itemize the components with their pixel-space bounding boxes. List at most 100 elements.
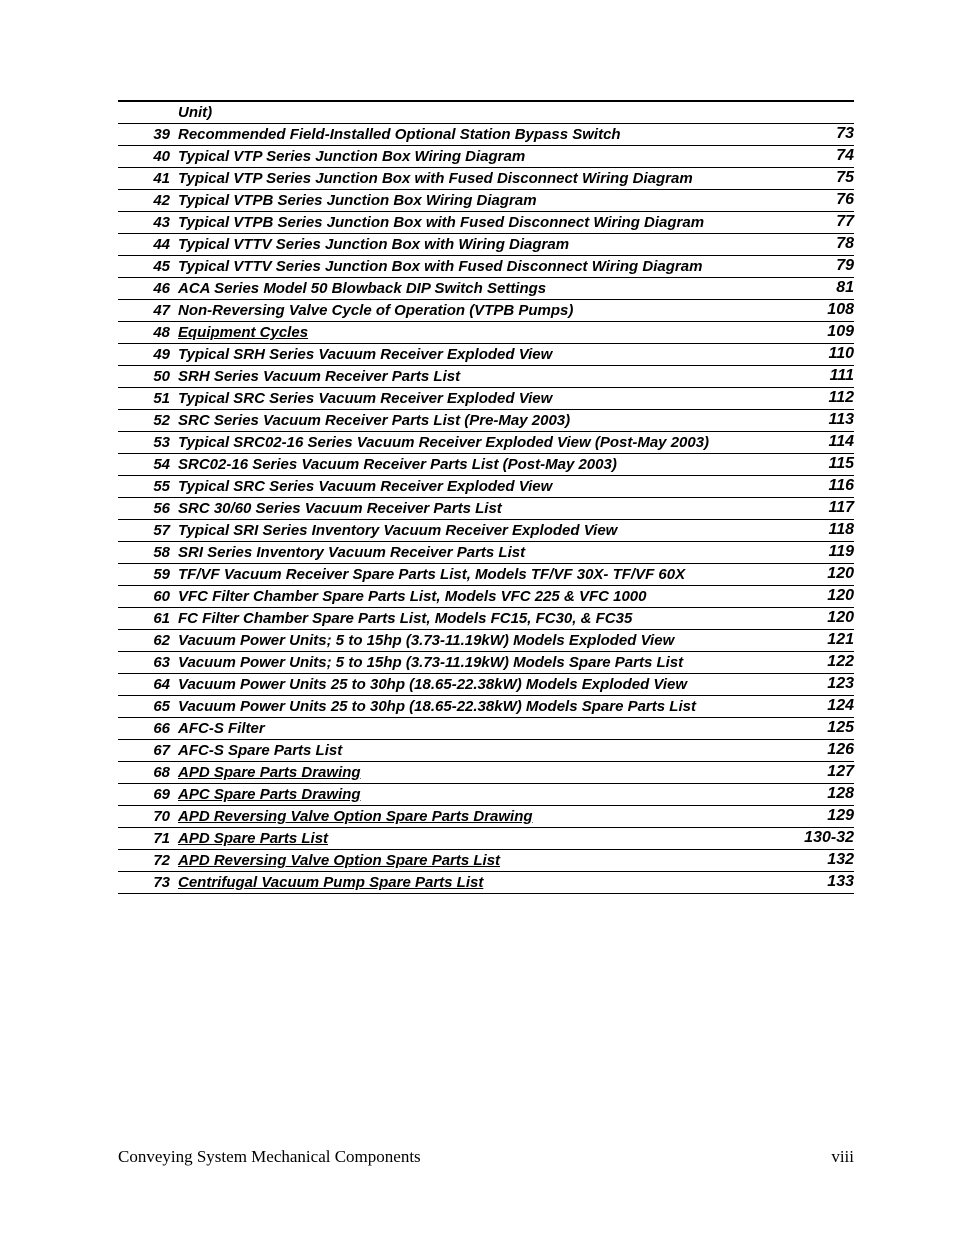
toc-entry-title: Typical VTP Series Junction Box Wiring D… bbox=[178, 145, 782, 167]
toc-entry-title-text: Typical VTP Series Junction Box with Fus… bbox=[178, 170, 693, 187]
toc-entry-number: 71 bbox=[118, 827, 178, 849]
toc-row: 43Typical VTPB Series Junction Box with … bbox=[118, 211, 854, 233]
toc-entry-page: 73 bbox=[782, 123, 854, 145]
toc-entry-title: APD Spare Parts Drawing bbox=[178, 761, 782, 783]
toc-entry-number: 39 bbox=[118, 123, 178, 145]
toc-entry-title: Typical SRI Series Inventory Vacuum Rece… bbox=[178, 519, 782, 541]
toc-entry-title-text: APD Reversing Valve Option Spare Parts D… bbox=[178, 808, 533, 825]
toc-entry-title-text: APD Reversing Valve Option Spare Parts L… bbox=[178, 852, 500, 869]
toc-entry-title-text: ACA Series Model 50 Blowback DIP Switch … bbox=[178, 280, 546, 297]
toc-entry-title-text: Typical VTTV Series Junction Box with Fu… bbox=[178, 258, 702, 275]
toc-entry-title-text: VFC Filter Chamber Spare Parts List, Mod… bbox=[178, 588, 646, 605]
toc-row: 40Typical VTP Series Junction Box Wiring… bbox=[118, 145, 854, 167]
toc-entry-page: 117 bbox=[782, 497, 854, 519]
toc-entry-number: 58 bbox=[118, 541, 178, 563]
toc-entry-title-text: Typical VTPB Series Junction Box with Fu… bbox=[178, 214, 704, 231]
toc-entry-title: Typical VTPB Series Junction Box with Fu… bbox=[178, 211, 782, 233]
toc-row: 46ACA Series Model 50 Blowback DIP Switc… bbox=[118, 277, 854, 299]
toc-row: 58SRI Series Inventory Vacuum Receiver P… bbox=[118, 541, 854, 563]
toc-entry-title-text: APD Spare Parts Drawing bbox=[178, 764, 361, 781]
toc-entry-number: 56 bbox=[118, 497, 178, 519]
toc-entry-page: 122 bbox=[782, 651, 854, 673]
toc-row: 52SRC Series Vacuum Receiver Parts List … bbox=[118, 409, 854, 431]
toc-entry-number: 43 bbox=[118, 211, 178, 233]
toc-entry-title: Typical VTP Series Junction Box with Fus… bbox=[178, 167, 782, 189]
toc-row: 48Equipment Cycles109 bbox=[118, 321, 854, 343]
toc-row: 39Recommended Field-Installed Optional S… bbox=[118, 123, 854, 145]
toc-row: 50SRH Series Vacuum Receiver Parts List1… bbox=[118, 365, 854, 387]
toc-entry-title-text: Recommended Field-Installed Optional Sta… bbox=[178, 126, 621, 143]
toc-entry-number: 61 bbox=[118, 607, 178, 629]
toc-entry-title: APD Reversing Valve Option Spare Parts L… bbox=[178, 849, 782, 871]
toc-entry-title: Vacuum Power Units; 5 to 15hp (3.73-11.1… bbox=[178, 629, 782, 651]
toc-row: 70APD Reversing Valve Option Spare Parts… bbox=[118, 805, 854, 827]
toc-entry-number: 57 bbox=[118, 519, 178, 541]
toc-entry-title-text: Vacuum Power Units 25 to 30hp (18.65-22.… bbox=[178, 676, 687, 693]
toc-row: 71APD Spare Parts List130-32 bbox=[118, 827, 854, 849]
toc-entry-page: 111 bbox=[782, 365, 854, 387]
toc-entry-page: 130-32 bbox=[782, 827, 854, 849]
toc-entry-title-text: AFC-S Spare Parts List bbox=[178, 742, 342, 759]
toc-row: 57Typical SRI Series Inventory Vacuum Re… bbox=[118, 519, 854, 541]
toc-entry-page: 129 bbox=[782, 805, 854, 827]
toc-entry-title-text: SRC Series Vacuum Receiver Parts List (P… bbox=[178, 412, 570, 429]
toc-entry-page: 120 bbox=[782, 563, 854, 585]
toc-entry-page: 119 bbox=[782, 541, 854, 563]
toc-entry-number: 51 bbox=[118, 387, 178, 409]
toc-row: 49Typical SRH Series Vacuum Receiver Exp… bbox=[118, 343, 854, 365]
toc-entry-title-text: SRC 30/60 Series Vacuum Receiver Parts L… bbox=[178, 500, 502, 517]
toc-entry-number: 67 bbox=[118, 739, 178, 761]
toc-row: 66AFC-S Filter125 bbox=[118, 717, 854, 739]
toc-entry-title-text: SRI Series Inventory Vacuum Receiver Par… bbox=[178, 544, 525, 561]
toc-row: 42Typical VTPB Series Junction Box Wirin… bbox=[118, 189, 854, 211]
toc-row: 69APC Spare Parts Drawing128 bbox=[118, 783, 854, 805]
toc-entry-number: 73 bbox=[118, 871, 178, 893]
toc-header-page bbox=[782, 101, 854, 123]
toc-entry-number: 41 bbox=[118, 167, 178, 189]
toc-entry-title: VFC Filter Chamber Spare Parts List, Mod… bbox=[178, 585, 782, 607]
toc-entry-title: APD Reversing Valve Option Spare Parts D… bbox=[178, 805, 782, 827]
toc-entry-title: APC Spare Parts Drawing bbox=[178, 783, 782, 805]
toc-row: 65Vacuum Power Units 25 to 30hp (18.65-2… bbox=[118, 695, 854, 717]
toc-row: 68APD Spare Parts Drawing127 bbox=[118, 761, 854, 783]
toc-row: 67AFC-S Spare Parts List126 bbox=[118, 739, 854, 761]
toc-entry-number: 54 bbox=[118, 453, 178, 475]
toc-entry-number: 68 bbox=[118, 761, 178, 783]
toc-entry-title: SRC 30/60 Series Vacuum Receiver Parts L… bbox=[178, 497, 782, 519]
toc-entry-title: SRC Series Vacuum Receiver Parts List (P… bbox=[178, 409, 782, 431]
toc-entry-title-text: Typical SRI Series Inventory Vacuum Rece… bbox=[178, 522, 617, 539]
toc-row: 61FC Filter Chamber Spare Parts List, Mo… bbox=[118, 607, 854, 629]
toc-entry-page: 79 bbox=[782, 255, 854, 277]
toc-row: 44Typical VTTV Series Junction Box with … bbox=[118, 233, 854, 255]
toc-entry-title: Typical SRC Series Vacuum Receiver Explo… bbox=[178, 475, 782, 497]
toc-entry-title-text: TF/VF Vacuum Receiver Spare Parts List, … bbox=[178, 566, 685, 583]
toc-entry-title: AFC-S Spare Parts List bbox=[178, 739, 782, 761]
toc-entry-title-text: Typical VTPB Series Junction Box Wiring … bbox=[178, 192, 537, 209]
toc-entry-title-text: Typical SRC02-16 Series Vacuum Receiver … bbox=[178, 434, 709, 451]
toc-entry-page: 108 bbox=[782, 299, 854, 321]
toc-entry-number: 59 bbox=[118, 563, 178, 585]
toc-entry-title: TF/VF Vacuum Receiver Spare Parts List, … bbox=[178, 563, 782, 585]
toc-carryover-title: Unit) bbox=[178, 101, 782, 123]
toc-entry-title-text: SRH Series Vacuum Receiver Parts List bbox=[178, 368, 460, 385]
toc-header-num bbox=[118, 101, 178, 123]
toc-row: 60VFC Filter Chamber Spare Parts List, M… bbox=[118, 585, 854, 607]
toc-entry-title: SRI Series Inventory Vacuum Receiver Par… bbox=[178, 541, 782, 563]
toc-entry-page: 77 bbox=[782, 211, 854, 233]
toc-entry-title: Typical SRH Series Vacuum Receiver Explo… bbox=[178, 343, 782, 365]
toc-entry-number: 44 bbox=[118, 233, 178, 255]
toc-row: 72APD Reversing Valve Option Spare Parts… bbox=[118, 849, 854, 871]
toc-entry-page: 132 bbox=[782, 849, 854, 871]
toc-entry-title-text: Centrifugal Vacuum Pump Spare Parts List bbox=[178, 874, 483, 891]
toc-row: 64Vacuum Power Units 25 to 30hp (18.65-2… bbox=[118, 673, 854, 695]
toc-entry-number: 53 bbox=[118, 431, 178, 453]
toc-entry-title: Typical SRC02-16 Series Vacuum Receiver … bbox=[178, 431, 782, 453]
footer-right: viii bbox=[831, 1147, 854, 1167]
toc-row: 47Non-Reversing Valve Cycle of Operation… bbox=[118, 299, 854, 321]
toc-entry-title-text: Non-Reversing Valve Cycle of Operation (… bbox=[178, 302, 573, 319]
toc-entry-page: 112 bbox=[782, 387, 854, 409]
toc-entry-number: 46 bbox=[118, 277, 178, 299]
toc-entry-title-text: AFC-S Filter bbox=[178, 720, 265, 737]
toc-entry-number: 60 bbox=[118, 585, 178, 607]
toc-entry-page: 116 bbox=[782, 475, 854, 497]
